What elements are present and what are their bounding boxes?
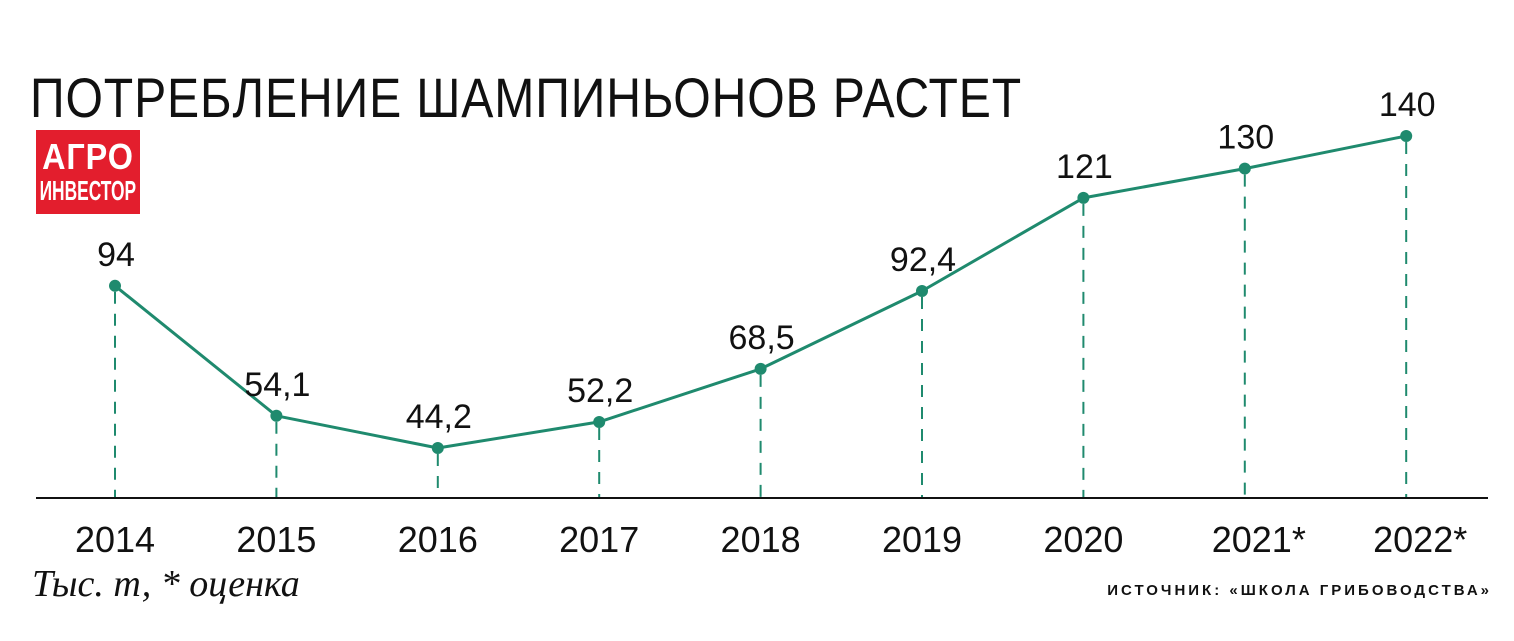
x-tick-label: 2018 bbox=[721, 519, 801, 560]
data-label: 54,1 bbox=[244, 366, 310, 404]
logo-text-top: АГРО bbox=[42, 136, 134, 177]
x-tick-label: 2016 bbox=[398, 519, 478, 560]
data-point bbox=[593, 415, 606, 428]
data-point bbox=[431, 442, 444, 454]
data-label: 130 bbox=[1217, 119, 1274, 157]
data-label: 92,4 bbox=[890, 241, 956, 279]
data-point bbox=[109, 279, 121, 292]
x-tick-label: 2020 bbox=[1043, 519, 1123, 560]
logo-text-bottom: ИНВЕСТОР bbox=[39, 175, 137, 206]
x-tick-label: 2021* bbox=[1212, 519, 1306, 560]
data-label: 68,5 bbox=[729, 319, 795, 357]
x-tick-labels: 2014 2015 2016 2017 2018 2019 2020 2021* 2022* bbox=[75, 519, 1467, 560]
data-point bbox=[916, 285, 928, 298]
drop-lines bbox=[114, 142, 1408, 498]
x-tick-label: 2017 bbox=[559, 519, 639, 560]
data-point bbox=[1400, 130, 1413, 142]
data-points bbox=[109, 130, 1413, 454]
data-label: 140 bbox=[1379, 86, 1436, 124]
unit-note: Тыс. т, * оценка bbox=[32, 563, 300, 605]
agroinvestor-logo: АГРО ИНВЕСТОР bbox=[36, 130, 140, 214]
data-point bbox=[754, 362, 767, 375]
data-label: 52,2 bbox=[567, 372, 633, 410]
data-label: 94 bbox=[97, 236, 135, 274]
x-tick-label: 2019 bbox=[882, 519, 962, 560]
chart-title: ПОТРЕБЛЕНИЕ ШАМПИНЬОНОВ РАСТЕТ bbox=[30, 66, 1023, 129]
value-labels: 94 54,1 44,2 52,2 68,5 92,4 121 130 140 bbox=[97, 86, 1435, 436]
data-label: 44,2 bbox=[406, 398, 472, 436]
data-point bbox=[1077, 191, 1090, 204]
source-note: ИСТОЧНИК: «ШКОЛА ГРИБОВОДСТВА» bbox=[1107, 582, 1492, 599]
x-tick-label: 2014 bbox=[75, 519, 155, 560]
data-point bbox=[1238, 162, 1251, 175]
x-tick-label: 2015 bbox=[236, 519, 316, 560]
x-tick-label: 2022* bbox=[1373, 519, 1467, 560]
data-label: 121 bbox=[1056, 148, 1113, 186]
data-point bbox=[270, 409, 283, 422]
